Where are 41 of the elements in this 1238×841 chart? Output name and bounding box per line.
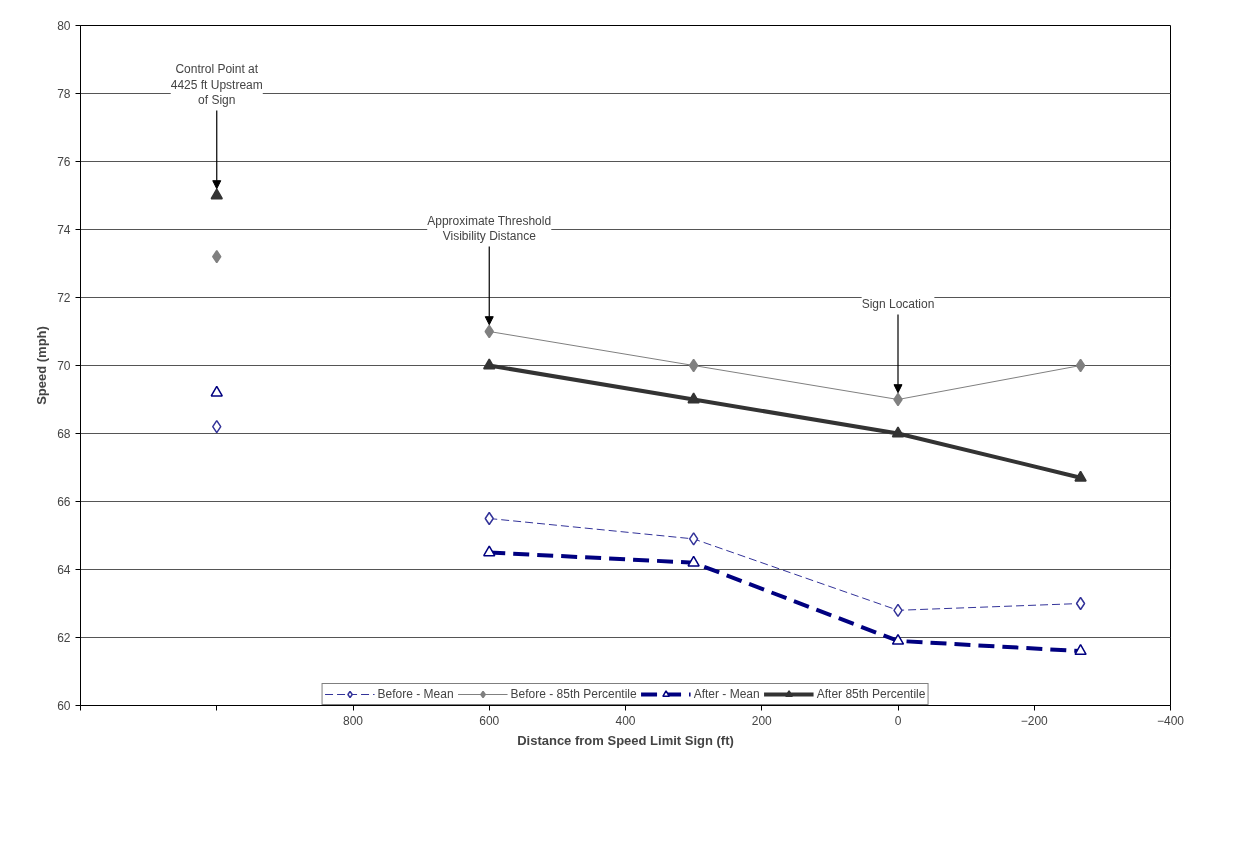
point [688,358,699,373]
annotation: Control Point at 4425 ft Upstream of Sign [170,62,263,108]
point [687,392,700,404]
point [1074,470,1087,482]
y-tick-label: 66 [57,495,71,509]
y-tick-label: 80 [57,19,71,33]
x-tick-label: 600 [479,713,500,728]
point [210,188,223,200]
point [687,555,700,567]
point [1075,358,1086,373]
point [483,545,496,557]
point [1075,596,1086,611]
y-tick-label: 72 [57,291,71,305]
x-tick-label: 0 [894,713,902,728]
point [210,385,223,397]
point [891,426,905,438]
y-tick-label: 70 [57,359,71,373]
y-tick-label: 78 [57,87,71,101]
y-tick-label: 62 [57,631,71,645]
y-tick-label: 64 [57,563,71,577]
point [688,532,699,546]
y-axis-title: Speed (mph) [34,326,50,405]
legend-label: Before - 85th Percentile [510,686,637,702]
x-tick-label: 800 [342,713,364,728]
y-tick-label: 74 [57,223,71,237]
y-tick-label: 68 [57,427,71,441]
x-axis-title: Distance from Speed Limit Sign (ft) [517,732,734,748]
x-tick-label: −200 [1020,713,1049,728]
legend-label: Before - Mean [377,686,454,702]
x-tick-label: 400 [615,713,636,728]
point [483,358,496,370]
annotation: Approximate Threshold Visibility Distance [427,213,552,244]
annotation: Sign Location [861,297,935,312]
x-tick-label: −400 [1156,713,1185,728]
legend-label: After - Mean [693,686,760,702]
y-tick-label: 60 [57,699,71,713]
point [891,633,905,645]
x-tick-label: 200 [751,713,773,728]
legend-label: After 85th Percentile [816,686,926,702]
y-tick-label: 76 [57,155,71,169]
point [1074,644,1087,656]
